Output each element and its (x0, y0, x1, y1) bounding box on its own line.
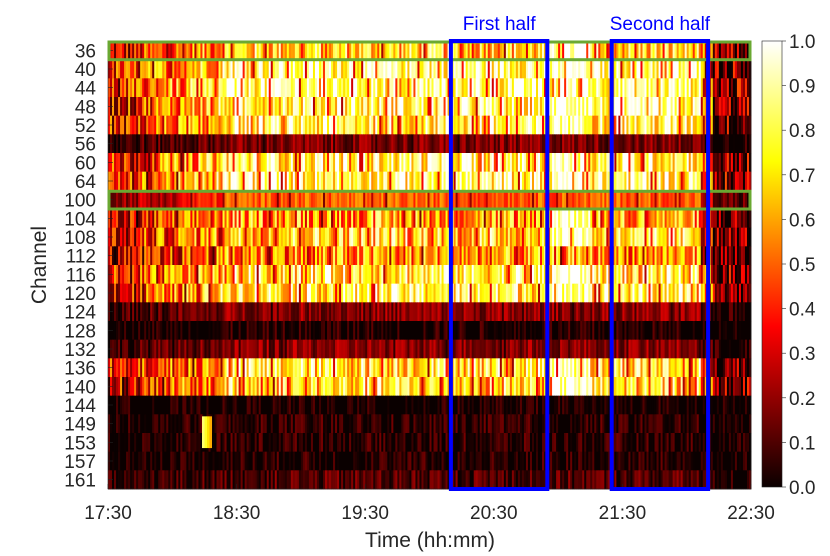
colorbar-tick-label: 0.9 (789, 77, 815, 98)
colorbar-tick-label: 0.1 (789, 433, 815, 454)
y-tick-label: 60 (75, 153, 96, 174)
x-tick-label: 17:30 (84, 503, 132, 524)
y-tick-label: 132 (64, 340, 96, 361)
y-tick-label: 128 (64, 321, 96, 342)
x-tick-label: 20:30 (470, 503, 518, 524)
colorbar-tick-label: 0.2 (789, 389, 815, 410)
colorbar-tick-label: 0.8 (789, 121, 815, 142)
y-tick-label: 120 (64, 284, 96, 305)
y-tick-label: 100 (64, 191, 96, 212)
annotation-label: Second half (610, 14, 711, 35)
x-tick-label: 19:30 (341, 503, 389, 524)
colorbar (761, 40, 783, 488)
y-tick-label: 136 (64, 359, 96, 380)
colorbar-ticks: 0.0 0.1 0.2 0.3 0.4 0.5 0.6 0.7 0.8 0.9 1.0 (782, 32, 816, 499)
highlighted-row-box (107, 189, 752, 211)
y-tick-label: 44 (75, 79, 97, 100)
y-tick-label: 64 (75, 172, 97, 193)
time-window-annotations: First half Second half (448, 14, 711, 491)
annotation-box (609, 39, 711, 491)
y-tick-label: 56 (75, 135, 96, 156)
colorbar-tick-label: 0.7 (789, 166, 815, 187)
y-tick-label: 108 (64, 228, 96, 249)
x-axis-ticks: 17:30 18:30 19:30 20:30 21:30 22:30 (84, 484, 775, 524)
y-tick-label: 140 (64, 377, 96, 398)
colorbar-tick-label: 0.5 (789, 255, 815, 276)
x-axis-title: Time (hh:mm) (365, 529, 495, 552)
y-tick-label: 161 (64, 471, 96, 492)
y-tick-label: 124 (64, 303, 96, 324)
y-tick-label: 52 (75, 116, 96, 137)
y-tick-label: 157 (64, 452, 96, 473)
colorbar-tick-label: 0.4 (789, 300, 816, 321)
highlighted-row-box (107, 40, 752, 62)
heatmap-cells (108, 41, 752, 490)
y-tick-label: 112 (66, 247, 96, 268)
y-tick-label: 40 (75, 60, 96, 81)
colorbar-tick-label: 1.0 (789, 32, 815, 53)
y-tick-label: 48 (75, 97, 96, 118)
y-tick-label: 36 (75, 41, 96, 62)
y-axis-ticks: 3640444852566064100104108112116120124128… (64, 41, 113, 492)
y-tick-label: 144 (64, 396, 96, 417)
y-tick-label: 116 (66, 265, 96, 286)
colorbar-tick-label: 0.3 (789, 344, 815, 365)
colorbar-tick-label: 0.6 (789, 210, 815, 231)
x-tick-label: 22:30 (727, 503, 775, 524)
x-tick-label: 18:30 (213, 503, 261, 524)
y-axis-title: Channel (28, 226, 51, 304)
y-tick-label: 153 (64, 433, 96, 454)
annotation-box (448, 39, 550, 491)
highlighted-rows (107, 40, 752, 211)
annotation-label: First half (463, 14, 537, 35)
y-tick-label: 104 (64, 209, 96, 230)
x-tick-label: 21:30 (599, 503, 647, 524)
y-tick-label: 149 (64, 415, 96, 436)
colorbar-tick-label: 0.0 (789, 478, 815, 499)
